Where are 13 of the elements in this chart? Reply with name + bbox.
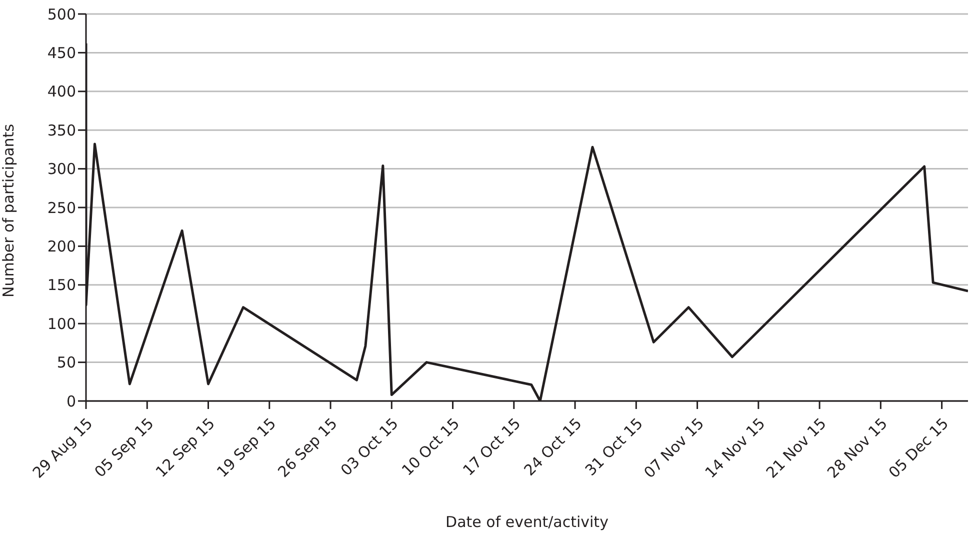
y-axis-title: Number of participants <box>0 124 18 298</box>
y-tick-label: 150 <box>47 276 76 294</box>
y-tick-label: 50 <box>56 354 76 372</box>
y-tick-label: 200 <box>47 238 76 256</box>
y-tick-label: 250 <box>47 198 76 217</box>
y-tick-label: 100 <box>47 314 76 333</box>
y-tick-label: 0 <box>66 392 76 410</box>
y-tick-label: 400 <box>47 82 76 101</box>
y-tick-label: 300 <box>47 160 76 178</box>
x-axis-title: Date of event/activity <box>446 513 609 531</box>
y-tick-label: 450 <box>47 44 76 62</box>
y-tick-label: 350 <box>47 121 76 140</box>
y-tick-label: 500 <box>47 5 76 24</box>
